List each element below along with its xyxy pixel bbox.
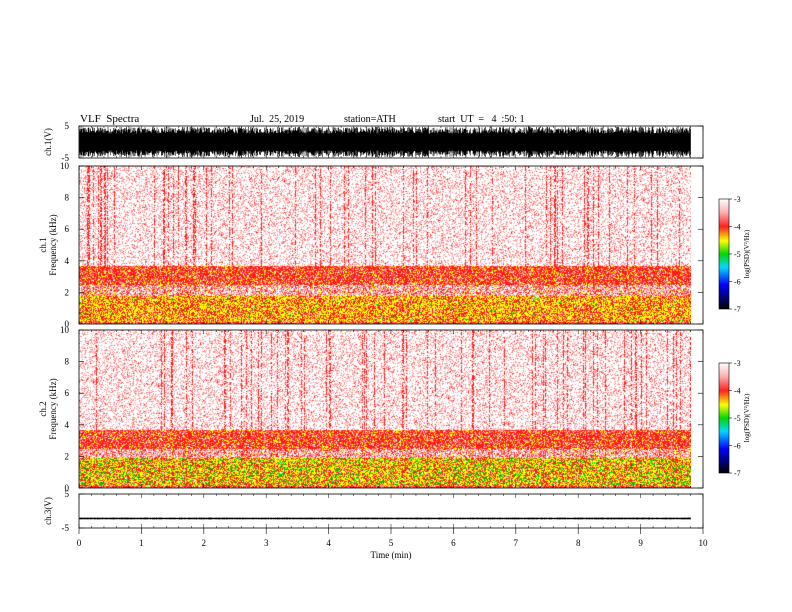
x-tick-label: 0 [77, 538, 82, 548]
x-axis-label: Time (min) [371, 550, 412, 560]
x-tick-label: 7 [514, 538, 519, 548]
x-tick-label: 10 [699, 538, 709, 548]
colorbar-tick-label: -7 [734, 305, 741, 314]
y-tick-label: 6 [65, 388, 70, 398]
x-tick-label: 6 [451, 538, 456, 548]
waveform-trace [79, 517, 691, 520]
figure-title: VLF Spectra [80, 113, 140, 125]
y-tick-label: 0 [65, 319, 70, 329]
y-tick-label: 5 [65, 121, 70, 131]
ch3-waveform-panel: 5 -5 ch.3(V) [43, 489, 704, 533]
ch1-spectrogram-panel: 10 8 6 4 2 0 ch.1 Frequency (kHz) [38, 161, 704, 329]
y-axis-label: ch.2 [38, 401, 48, 416]
colorbar-tick-label: -6 [734, 278, 741, 287]
spectrogram-image [79, 166, 691, 324]
y-tick-label: 0 [65, 483, 70, 493]
y-axis-label: ch.3(V) [43, 497, 53, 525]
y-tick-label: 5 [65, 489, 70, 499]
x-tick-label: 3 [264, 538, 269, 548]
colorbar-tick-label: -3 [734, 195, 741, 204]
colorbar-gradient [718, 362, 730, 474]
colorbar-tick-label: -7 [734, 469, 741, 478]
x-tick-label: 5 [389, 538, 394, 548]
x-tick-label: 8 [576, 538, 581, 548]
y-axis-label: ch.1(V) [43, 128, 53, 156]
start-time-label: start UT = 4 :50: 1 [438, 114, 525, 125]
colorbar-label: log(PSD)(V²/Hz) [743, 229, 751, 278]
y-tick-label: 2 [65, 287, 70, 297]
ch1-waveform-panel: 5 -5 ch.1(V) [43, 121, 704, 163]
colorbar-tick-label: -5 [734, 414, 741, 423]
station-label: station=ATH [344, 114, 396, 125]
y-tick-label: 4 [65, 256, 70, 266]
y-tick-label: 10 [60, 325, 70, 335]
ch1-colorbar: -3 -4 -5 -6 -7 log(PSD)(V²/Hz) [718, 195, 751, 314]
y-tick-label: -5 [62, 523, 70, 533]
y-axis-label: Frequency (kHz) [48, 378, 58, 439]
y-tick-label: 8 [65, 193, 70, 203]
y-tick-label: 4 [65, 420, 70, 430]
date-label: Jul. 25, 2019 [250, 114, 305, 125]
y-tick-label: 10 [60, 161, 70, 171]
y-tick-label: 6 [65, 224, 70, 234]
x-tick-label: 4 [326, 538, 331, 548]
x-tick-label: 9 [638, 538, 643, 548]
y-tick-label: 2 [65, 451, 70, 461]
colorbar-tick-label: -5 [734, 250, 741, 259]
x-tick-label: 2 [202, 538, 207, 548]
colorbar-gradient [718, 198, 730, 310]
colorbar-label: log(PSD)(V²/Hz) [743, 393, 751, 442]
spectrogram-image [79, 330, 691, 488]
colorbar-tick-label: -3 [734, 359, 741, 368]
ch2-colorbar: -3 -4 -5 -6 -7 log(PSD)(V²/Hz) [718, 359, 751, 478]
y-tick-label: 8 [65, 357, 70, 367]
y-axis-label: Frequency (kHz) [48, 214, 58, 275]
colorbar-tick-label: -4 [734, 387, 741, 396]
colorbar-tick-label: -4 [734, 223, 741, 232]
time-axis: 0 1 2 3 4 5 6 7 8 9 10 Time (min) [77, 528, 708, 560]
y-axis-label: ch.1 [38, 237, 48, 252]
panel-frame [78, 493, 704, 529]
colorbar-tick-label: -6 [734, 442, 741, 451]
y-tick-label: -5 [62, 153, 70, 163]
waveform-trace [79, 126, 691, 158]
x-tick-label: 1 [139, 538, 144, 548]
ch2-spectrogram-panel: 10 8 6 4 2 0 ch.2 Frequency (kHz) [38, 325, 704, 493]
